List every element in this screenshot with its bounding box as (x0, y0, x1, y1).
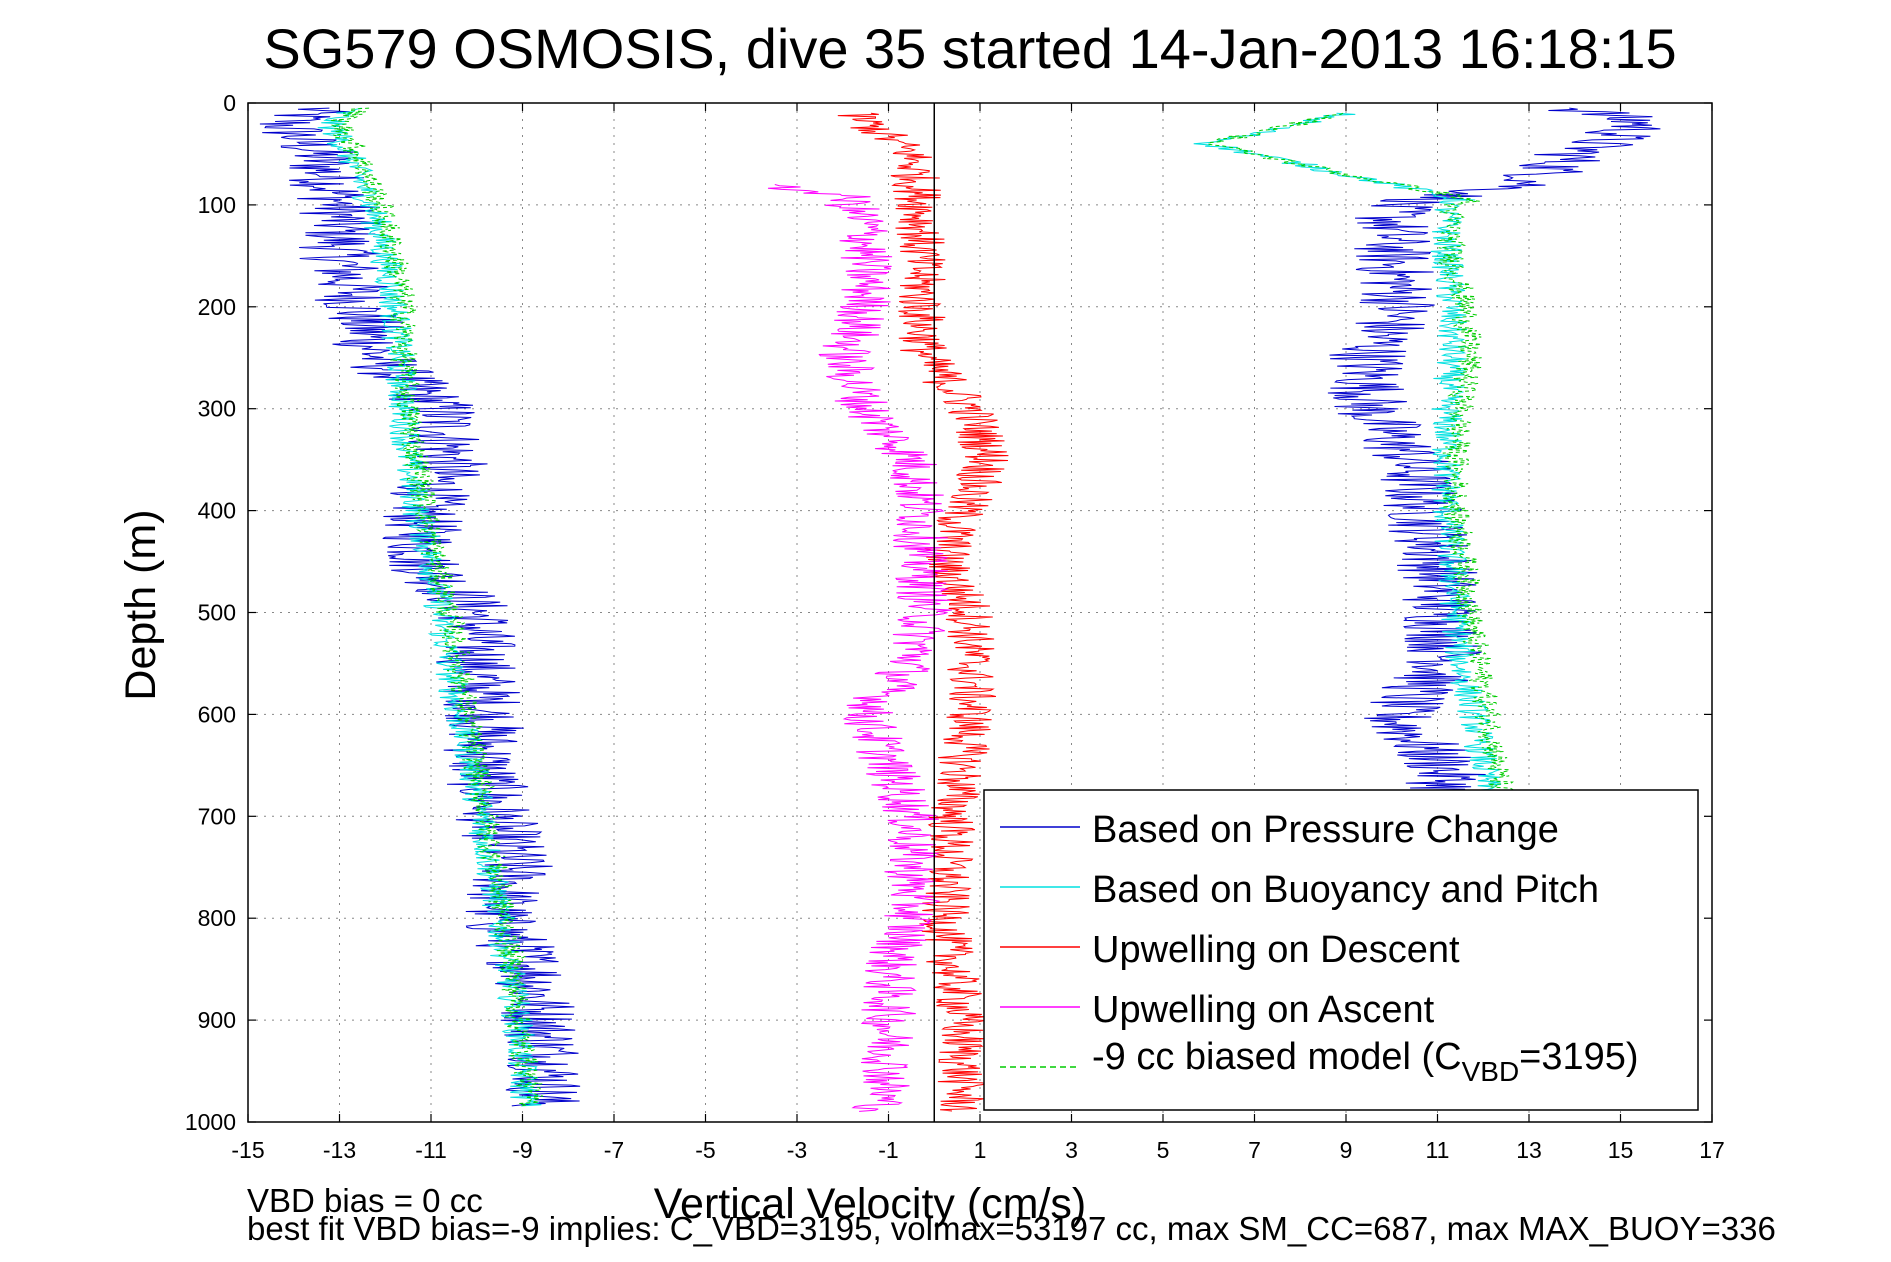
footer-line-2: best fit VBD bias=-9 implies: C_VBD=3195… (247, 1210, 1776, 1247)
x-tick-label: 5 (1157, 1137, 1170, 1163)
x-tick-label: -13 (323, 1137, 356, 1163)
x-tick-label: -15 (231, 1137, 264, 1163)
x-tick-label: 17 (1699, 1137, 1725, 1163)
x-axis-label: Vertical Velocity (cm/s) (654, 1180, 1087, 1228)
y-tick-label: 700 (198, 803, 236, 829)
legend-label-buoyancy: Based on Buoyancy and Pitch (1092, 869, 1599, 911)
y-tick-label: 500 (198, 600, 236, 626)
x-tick-label: -5 (695, 1137, 715, 1163)
x-tick-label: 3 (1065, 1137, 1078, 1163)
y-tick-label: 200 (198, 294, 236, 320)
legend-box (983, 789, 1699, 1111)
legend-model-suffix: =3195) (1519, 1036, 1638, 1078)
y-tick-label: 0 (223, 90, 236, 116)
x-tick-label: -1 (878, 1137, 898, 1163)
footer-line-1: VBD bias = 0 cc (247, 1182, 483, 1219)
legend-label-descent: Upwelling on Descent (1092, 929, 1460, 971)
y-tick-label: 800 (198, 905, 236, 931)
x-tick-label: 13 (1516, 1137, 1542, 1163)
axis-ticks: -15 -13 -11 -9 -7 -5 -3 -1 1 3 5 7 9 11 13 15 1701002003… (185, 90, 1725, 1163)
legend-model-subscript: VBD (1462, 1056, 1520, 1087)
legend-label-ascent: Upwelling on Ascent (1092, 989, 1435, 1031)
x-tick-label: 9 (1340, 1137, 1353, 1163)
x-tick-label: -11 (415, 1137, 447, 1163)
legend-label-pressure: Based on Pressure Change (1092, 809, 1559, 851)
series-line-model (1206, 112, 1514, 796)
x-tick-label: 7 (1248, 1137, 1261, 1163)
legend-label-model: -9 cc biased model (CVBD=3195) (1092, 1036, 1639, 1087)
y-tick-label: 400 (198, 498, 236, 524)
y-axis-label: Depth (m) (117, 509, 165, 700)
series-line-asc (767, 184, 952, 1112)
y-tick-label: 1000 (185, 1109, 236, 1135)
legend: Based on Pressure Change Based on Buoyan… (983, 789, 1699, 1111)
series-line-buoyancy (317, 107, 542, 1107)
series-line-buoyancy (1193, 112, 1502, 796)
series-layer (259, 107, 1661, 1112)
legend-model-prefix: -9 cc biased model (C (1092, 1036, 1462, 1078)
y-tick-label: 900 (198, 1007, 236, 1033)
x-tick-label: -7 (604, 1137, 624, 1163)
x-tick-label: -3 (787, 1137, 807, 1163)
y-tick-label: 300 (198, 396, 236, 422)
x-tick-label: 1 (974, 1137, 987, 1163)
y-tick-label: 100 (198, 192, 236, 218)
chart-title: SG579 OSMOSIS, dive 35 started 14-Jan-20… (263, 17, 1676, 80)
series-line-model (330, 107, 544, 1107)
x-tick-label: -9 (512, 1137, 532, 1163)
y-tick-label: 600 (198, 701, 236, 727)
series-line-pressure (1327, 107, 1661, 817)
x-tick-label: 15 (1608, 1137, 1634, 1163)
series-line-desc (837, 112, 1009, 1112)
x-tick-label: 11 (1426, 1137, 1450, 1163)
